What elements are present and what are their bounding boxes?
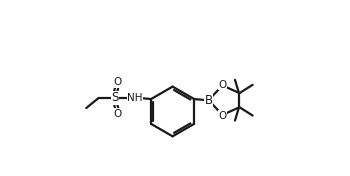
Text: O: O: [113, 109, 121, 119]
Text: B: B: [205, 94, 213, 107]
Text: NH: NH: [127, 93, 142, 103]
Text: O: O: [219, 111, 227, 121]
Text: O: O: [113, 77, 121, 87]
Text: O: O: [219, 80, 227, 90]
Text: S: S: [111, 91, 119, 104]
